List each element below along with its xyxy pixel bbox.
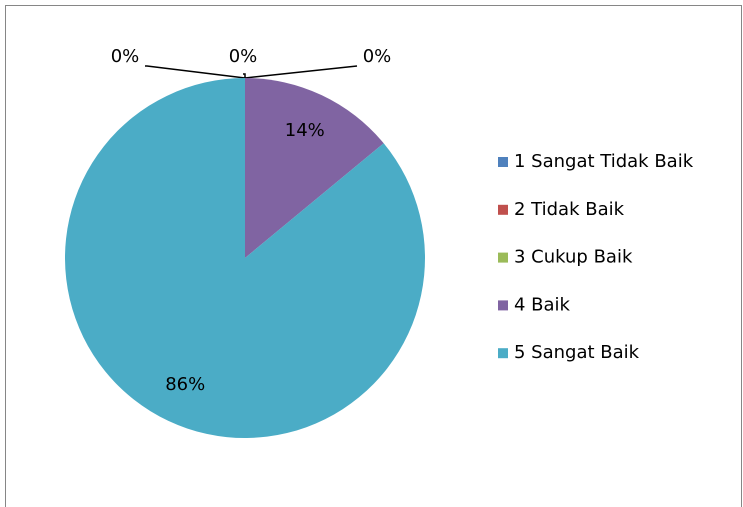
pie-slice — [65, 78, 425, 438]
legend-label: 3 Cukup Baik — [514, 247, 633, 268]
legend-swatch — [498, 204, 508, 215]
legend-label: 4 Baik — [514, 294, 571, 315]
data-label: 0% — [363, 46, 392, 67]
legend-label: 2 Tidak Baik — [514, 199, 625, 220]
legend-swatch — [498, 157, 508, 167]
legend-swatch — [498, 348, 508, 359]
legend-swatch — [498, 252, 508, 263]
data-label: 14% — [285, 120, 325, 141]
leader-line — [244, 65, 358, 79]
pie-slice — [245, 78, 384, 258]
legend-label: 1 Sangat Tidak Baik — [514, 151, 694, 172]
data-label: 0% — [111, 46, 140, 67]
leader-line — [145, 65, 246, 79]
data-label: 0% — [229, 46, 258, 67]
data-label: 86% — [165, 374, 205, 395]
legend-swatch — [498, 300, 508, 311]
leader-line — [243, 73, 246, 78]
legend-label: 5 Sangat Baik — [514, 342, 640, 363]
